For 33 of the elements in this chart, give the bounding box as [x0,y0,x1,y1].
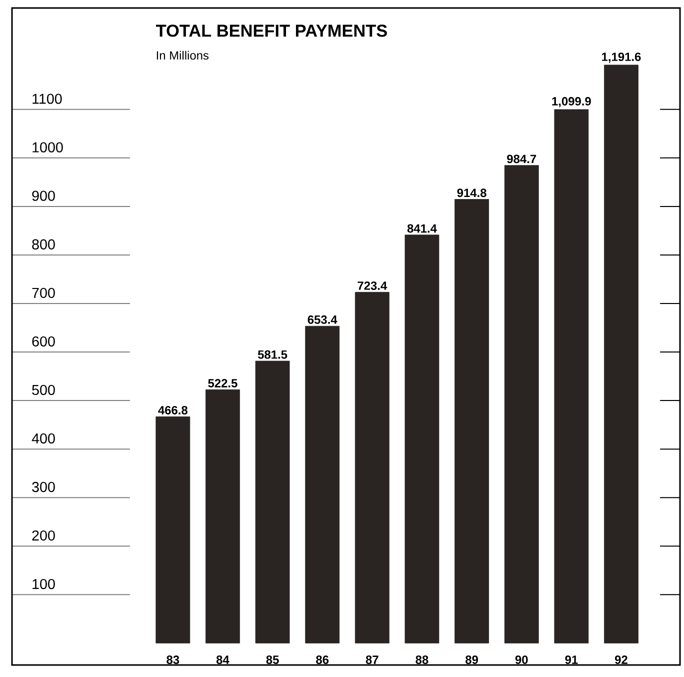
y-tick-label: 700 [32,288,55,298]
y-tick-label: 300 [32,482,55,492]
x-tick-label: 86 [316,656,329,664]
data-label: 723.4 [358,281,388,290]
y-tick-label: 1100 [32,94,62,104]
x-tick-label: 84 [216,656,230,664]
data-label: 522.5 [208,378,238,388]
y-tick-label: 1000 [32,142,63,152]
y-tick-label: 500 [32,384,55,396]
data-label: 581.5 [258,350,288,359]
data-label: 653.4 [308,315,338,324]
text: In Millions [156,50,209,60]
y-tick-label: 400 [32,433,55,444]
x-tick-label: 88 [416,656,428,664]
data-label: 914.8 [457,188,486,198]
text: TOTAL BENEFIT PAYMENTS [156,24,387,37]
x-tick-label: 92 [615,656,628,664]
x-tick-label: 83 [166,656,180,664]
y-tick-label: 900 [32,190,55,201]
data-label: 984.7 [507,154,536,164]
x-tick-label: 89 [466,656,478,664]
x-tick-label: 91 [565,656,578,664]
data-label: 1,099.9 [552,97,591,108]
data-label: 841.4 [407,224,437,233]
y-tick-label: 200 [32,530,55,541]
y-tick-label: 600 [32,336,55,347]
y-tick-label: 100 [32,578,55,590]
y-tick-label: 800 [32,239,55,250]
x-tick-label: 85 [266,656,279,664]
data-label: 466.8 [158,406,188,414]
x-tick-label: 90 [515,656,528,664]
data-label: 1,191.6 [602,52,641,63]
x-tick-label: 87 [366,656,378,664]
